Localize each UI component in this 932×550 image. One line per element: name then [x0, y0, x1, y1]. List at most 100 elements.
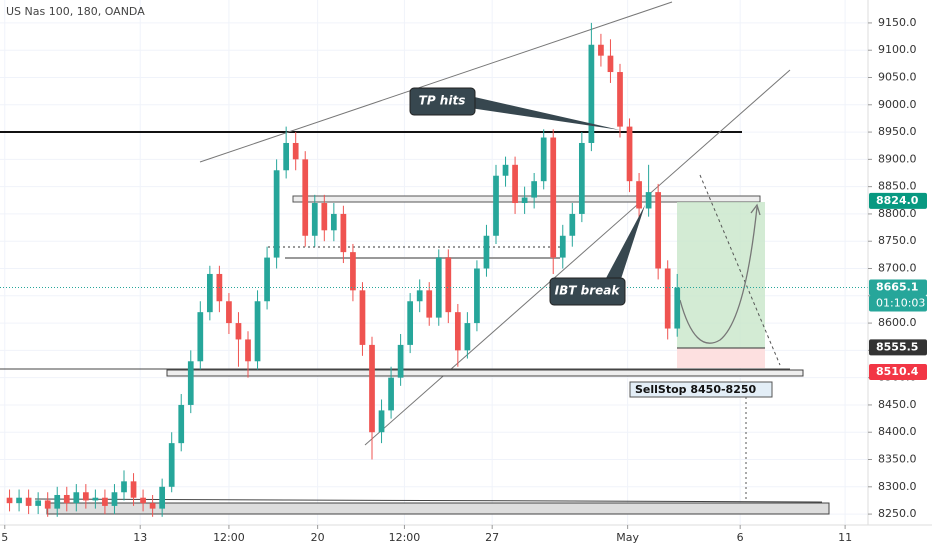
y-tick-label: 9150.0 [878, 16, 917, 29]
candle-body [311, 203, 318, 236]
candle-body [617, 72, 623, 127]
candle-body [559, 235, 566, 258]
candle-body [302, 159, 309, 236]
candle-body [111, 492, 118, 506]
candle-body [502, 164, 509, 176]
y-tick-label: 8900.0 [878, 152, 917, 165]
candle-body [264, 257, 270, 302]
candle-body [159, 486, 166, 509]
candle-body [645, 192, 652, 209]
candle-body [397, 344, 404, 378]
candle-body [140, 497, 146, 504]
callout-box [549, 277, 626, 306]
y-tick-label: 8750.0 [878, 234, 917, 247]
callout-text: IBT break [555, 284, 621, 298]
candle-body [483, 235, 490, 269]
callout-pointer [470, 96, 620, 130]
y-tick-label: 8700.0 [878, 262, 917, 275]
countdown-box [869, 295, 927, 312]
chart-title: US Nas 100, 180, OANDA [6, 5, 145, 18]
y-tick-label: 9100.0 [878, 43, 917, 56]
candle-body [512, 164, 518, 204]
y-tick-label: 8950.0 [878, 125, 917, 138]
candle-body [578, 142, 585, 214]
x-tick-label: 27 [485, 531, 499, 544]
candle-body [92, 497, 99, 501]
candle-body [350, 252, 356, 291]
candle-body [664, 268, 671, 329]
candle-body [254, 301, 261, 362]
y-tick-label: 8350.0 [878, 453, 917, 466]
candle-body [330, 213, 337, 231]
price-label: 8665.1 [876, 281, 918, 294]
y-tick-label: 9000.0 [878, 98, 917, 111]
candle-body [168, 443, 175, 487]
candle-body [273, 170, 280, 258]
price-label-box [869, 192, 927, 209]
price-label: 8824.0 [876, 194, 919, 207]
candle-body [550, 137, 557, 258]
candle-body [63, 494, 70, 504]
price-label: 8555.5 [876, 340, 918, 353]
candle-body [369, 344, 375, 433]
candle-body [569, 213, 576, 236]
candle-body [598, 44, 604, 56]
candle-body [388, 377, 394, 411]
x-tick-label: 12:00 [213, 531, 245, 544]
candle-body [445, 257, 452, 313]
candle-body [674, 287, 681, 329]
label-text: SellStop 8450-8250 [635, 383, 757, 396]
x-tick-label: 20 [311, 531, 325, 544]
y-tick-label: 8600.0 [878, 316, 917, 329]
x-tick-label: 5 [1, 531, 8, 544]
candle-body [44, 500, 51, 509]
candle-body [6, 497, 13, 504]
candle-body [454, 312, 461, 351]
candle-body [245, 339, 251, 362]
label-box [629, 381, 773, 398]
candles [0, 22, 868, 517]
callouts: TP hits IBT break SellStop 8450-8250 [409, 87, 773, 398]
candle-body [655, 192, 662, 269]
candle-body [521, 197, 528, 204]
candle-body [493, 175, 499, 236]
callout-text: TP hits [419, 94, 466, 108]
candle-body [292, 142, 299, 160]
price-axis [868, 0, 932, 550]
countdown: 01:10:03 [876, 297, 925, 310]
candle-body [626, 126, 633, 182]
y-tick-label: 8850.0 [878, 180, 917, 193]
candle-body [187, 361, 194, 405]
candle-body [102, 497, 108, 506]
candle-body [226, 301, 232, 324]
zone-box [166, 369, 804, 377]
x-tick-label: 6 [737, 531, 744, 544]
trend-line [199, 1, 673, 163]
candle-body [378, 410, 385, 433]
candle-body [321, 203, 328, 231]
x-tick-label: 13 [133, 531, 147, 544]
y-tick-label: 8450.0 [878, 398, 917, 411]
x-tick-label: May [616, 531, 639, 544]
projection-arrow [679, 206, 758, 344]
callout-pointer [605, 205, 645, 282]
candle-body [426, 290, 433, 318]
candle-body [636, 181, 642, 209]
y-tick-label: 8400.0 [878, 425, 917, 438]
candle-body [178, 404, 185, 444]
x-tick-label: 11 [838, 531, 852, 544]
candle-body [340, 213, 347, 253]
candle-body [16, 497, 22, 504]
candle-body [25, 497, 32, 506]
target-zone [677, 202, 765, 348]
candle-body [464, 323, 471, 351]
candle-body [588, 44, 595, 143]
candle-body [416, 290, 423, 302]
candle-body [407, 301, 414, 345]
candle-body [130, 481, 137, 498]
candle-body [531, 181, 538, 198]
drawings [0, 1, 830, 515]
callout-box [409, 87, 476, 116]
price-label: 8510.4 [876, 365, 919, 378]
